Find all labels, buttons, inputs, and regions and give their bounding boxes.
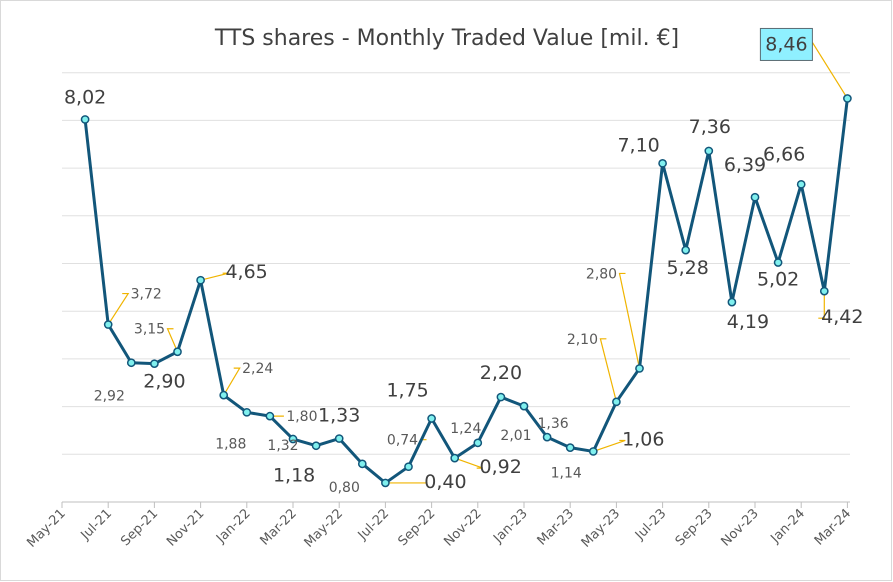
data-point (173, 347, 182, 357)
data-point (750, 192, 760, 202)
data-point (773, 258, 783, 267)
data-label: 7,10 (617, 134, 659, 156)
data-point (80, 115, 90, 124)
data-label: 1,24 (450, 421, 481, 437)
data-label: 2,24 (242, 361, 273, 377)
data-point (727, 297, 737, 307)
data-label: 2,90 (143, 371, 185, 393)
data-label: 8,02 (64, 86, 106, 108)
data-label: 6,66 (763, 143, 805, 165)
data-point (288, 434, 298, 444)
data-point (450, 453, 460, 463)
data-label: 1,36 (538, 416, 569, 432)
data-point (334, 434, 344, 443)
data-point (311, 441, 321, 451)
data-point (542, 432, 552, 442)
data-point (357, 459, 367, 469)
data-point (658, 158, 667, 168)
data-point (473, 438, 483, 448)
data-label: 4,42 (821, 306, 863, 328)
data-label: 3,15 (134, 322, 165, 338)
data-label: 7,36 (689, 116, 731, 138)
leader-line (107, 292, 130, 325)
data-point (265, 411, 275, 421)
data-point (103, 320, 113, 329)
data-point (565, 443, 575, 452)
data-label: 3,72 (131, 287, 162, 303)
data-label: 1,14 (551, 466, 582, 482)
leader-line (593, 439, 626, 453)
data-point (796, 179, 806, 189)
leader-line (599, 338, 617, 402)
data-label: 5,02 (757, 269, 799, 291)
data-label: 0,40 (424, 471, 466, 493)
data-label: 2,01 (500, 428, 531, 444)
data-point (427, 414, 436, 423)
data-point (496, 392, 506, 402)
data-label: 1,32 (267, 438, 298, 454)
data-label: 1,18 (273, 465, 315, 487)
chart-title: TTS shares - Monthly Traded Value [mil. … (214, 26, 679, 51)
data-point (588, 447, 598, 456)
data-point (126, 358, 136, 368)
series-line (83, 98, 849, 485)
leader-line (454, 457, 483, 469)
data-label: 0,92 (480, 456, 522, 478)
data-label: 1,80 (286, 409, 317, 425)
data-point (196, 275, 205, 285)
data-label: 1,75 (386, 380, 428, 402)
data-label: 8,46 (765, 33, 807, 55)
data-label: 1,06 (622, 428, 664, 450)
highlight-label-box (759, 27, 813, 61)
data-label: 1,88 (215, 436, 246, 452)
data-point (519, 401, 529, 411)
leader-line (166, 328, 179, 352)
data-point (704, 146, 714, 156)
data-point (404, 462, 413, 472)
leader-line (818, 291, 825, 319)
data-label: 4,19 (727, 311, 769, 333)
data-label: 4,65 (225, 261, 267, 283)
data-label: 0,80 (329, 480, 360, 496)
leader-line (200, 272, 229, 281)
leader-line (811, 42, 848, 99)
data-label: 2,10 (567, 332, 598, 348)
data-label: 6,39 (724, 154, 766, 176)
data-labels: 8,02 3,72 2,92 2,90 3,15 4,65 2,24 1,88 1,80 1,32… (64, 27, 863, 496)
series (80, 94, 852, 488)
data-label: 2,20 (480, 362, 522, 384)
data-point (381, 478, 390, 488)
leader-line (618, 272, 641, 369)
data-point (681, 245, 691, 255)
data-point (819, 286, 829, 296)
data-label: 1,33 (318, 405, 360, 427)
data-label: 5,28 (667, 257, 709, 279)
data-point (843, 94, 852, 103)
data-point (612, 397, 621, 407)
data-label: 0,74 (387, 433, 418, 449)
data-point (242, 407, 252, 417)
leader-line (223, 367, 241, 396)
data-label: 2,80 (586, 266, 617, 282)
data-point (150, 359, 159, 369)
data-point (635, 364, 644, 373)
data-label: 2,92 (94, 389, 125, 405)
data-point (219, 390, 229, 400)
